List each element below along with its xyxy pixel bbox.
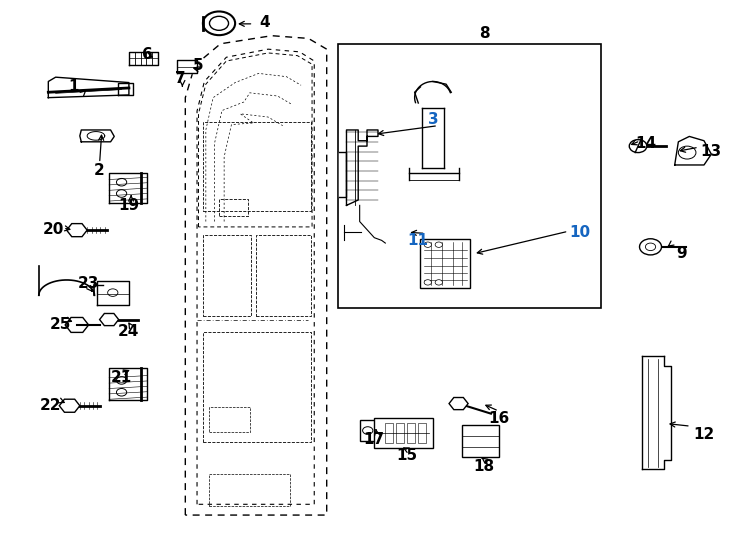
- Bar: [209, 474, 290, 506]
- Bar: [255, 235, 310, 316]
- Bar: [360, 420, 376, 441]
- Text: 4: 4: [259, 15, 270, 30]
- Polygon shape: [109, 368, 148, 400]
- Bar: [203, 122, 311, 211]
- Bar: [462, 425, 499, 457]
- Bar: [421, 239, 470, 288]
- Circle shape: [639, 239, 661, 255]
- Text: 11: 11: [408, 233, 429, 248]
- Text: 3: 3: [428, 112, 438, 127]
- Bar: [385, 423, 393, 443]
- Text: 8: 8: [479, 25, 490, 40]
- Polygon shape: [129, 52, 159, 65]
- Text: 22: 22: [40, 398, 61, 413]
- Bar: [396, 423, 404, 443]
- Bar: [203, 235, 250, 316]
- Bar: [407, 423, 415, 443]
- Text: 7: 7: [175, 71, 186, 86]
- Text: 23: 23: [78, 276, 99, 291]
- Polygon shape: [176, 60, 197, 73]
- Text: 14: 14: [635, 136, 656, 151]
- Text: 12: 12: [694, 427, 715, 442]
- Polygon shape: [48, 77, 129, 98]
- Circle shape: [629, 140, 647, 153]
- Text: 24: 24: [118, 325, 139, 340]
- Polygon shape: [80, 130, 115, 142]
- Text: 9: 9: [677, 246, 687, 261]
- Bar: [338, 44, 601, 308]
- Circle shape: [424, 242, 432, 247]
- Polygon shape: [98, 281, 129, 305]
- Polygon shape: [675, 137, 711, 165]
- Text: 2: 2: [94, 163, 105, 178]
- Text: 17: 17: [364, 432, 385, 447]
- Text: 6: 6: [142, 47, 153, 62]
- Circle shape: [435, 242, 443, 247]
- Text: 18: 18: [473, 459, 495, 474]
- Text: 25: 25: [50, 318, 71, 333]
- Bar: [203, 332, 311, 442]
- Circle shape: [435, 280, 443, 285]
- Text: 20: 20: [43, 222, 64, 237]
- Circle shape: [424, 280, 432, 285]
- Polygon shape: [109, 173, 148, 202]
- Polygon shape: [346, 130, 378, 205]
- Text: 16: 16: [488, 410, 509, 426]
- Text: 21: 21: [111, 370, 132, 385]
- Polygon shape: [339, 152, 346, 197]
- Bar: [209, 407, 250, 431]
- Text: 10: 10: [569, 225, 590, 240]
- Bar: [219, 199, 248, 216]
- Text: 1: 1: [69, 79, 79, 94]
- Bar: [418, 423, 426, 443]
- Text: 5: 5: [193, 58, 204, 73]
- Text: 15: 15: [397, 448, 418, 463]
- Bar: [374, 418, 433, 448]
- Text: 19: 19: [118, 198, 139, 213]
- Text: 13: 13: [701, 144, 722, 159]
